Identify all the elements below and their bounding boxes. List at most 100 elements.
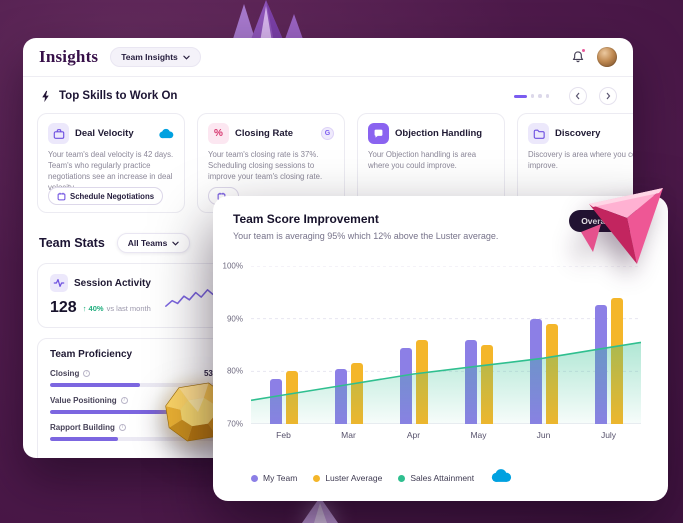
proficiency-row-rapport-building: Rapport Building i — [50, 423, 220, 441]
y-axis-label: 70% — [226, 419, 243, 429]
top-skills-header: Top Skills to Work On — [23, 77, 633, 113]
bar-my-team — [399, 348, 412, 424]
bar-my-team — [269, 379, 282, 424]
proficiency-label: Closing — [50, 369, 80, 378]
bar-luster-average — [610, 298, 623, 424]
bar-my-team — [464, 340, 477, 424]
skills-bolt-icon — [42, 90, 49, 102]
legend-dot — [251, 474, 258, 482]
x-axis-label: July — [600, 430, 617, 440]
skill-card-title: Discovery — [555, 128, 601, 139]
pagination-dot — [538, 94, 542, 98]
teams-filter[interactable]: All Teams — [116, 233, 191, 253]
top-skills-title: Top Skills to Work On — [59, 90, 178, 102]
up-arrow-icon: ↑ — [82, 303, 87, 313]
app-logo: Insights — [39, 47, 99, 66]
carousel-next-button[interactable] — [599, 87, 617, 105]
notification-dot — [581, 48, 586, 53]
overall-score-button[interactable]: Overall Score — [569, 210, 648, 232]
bar-luster-average — [350, 363, 363, 424]
header-divider — [23, 76, 633, 77]
gong-icon: G — [321, 127, 334, 140]
chevron-left-icon — [575, 92, 580, 100]
chart-gridlines — [251, 266, 641, 424]
session-activity-title: Session Activity — [74, 277, 151, 289]
bell-icon — [572, 51, 584, 63]
chevron-down-icon — [172, 241, 179, 246]
skill-card-title: Objection Handling — [395, 128, 483, 139]
window-header: Insights Team Insights — [23, 38, 633, 76]
skill-card-deal-velocity: Deal Velocity Your team's deal velocity … — [37, 113, 185, 213]
skill-card-description: Your team's closing rate is 37%. Schedul… — [208, 150, 323, 181]
session-activity-value: 128 — [50, 299, 77, 316]
bar-luster-average — [285, 371, 298, 424]
x-axis-label: May — [470, 430, 487, 440]
session-activity-card: Session Activity 128 ↑ 40% vs last month — [37, 263, 233, 328]
x-axis-label: Feb — [276, 430, 291, 440]
chart-xlabels: Feb Mar Apr May Jun July — [251, 430, 641, 442]
folder-icon — [528, 123, 549, 144]
progress-bar — [50, 383, 220, 387]
salesforce-icon — [158, 128, 174, 139]
proficiency-row-closing: Closing i 53% — [50, 369, 220, 387]
skill-card-title: Deal Velocity — [75, 128, 134, 139]
chevron-down-icon — [183, 55, 190, 60]
x-axis-label: Jun — [536, 430, 551, 440]
progress-bar — [50, 437, 220, 441]
chevron-right-icon — [606, 92, 611, 100]
bar-luster-average — [415, 340, 428, 424]
salesforce-icon — [490, 468, 512, 488]
workspace-selector[interactable]: Team Insights — [110, 47, 201, 67]
team-proficiency-card: Team Proficiency Closing i 53% Value Pos… — [37, 338, 233, 458]
score-card-subtitle: Your team is averaging 95% which 12% abo… — [233, 231, 499, 241]
calendar-icon — [57, 192, 66, 200]
delta-badge: ↑ 40% — [82, 303, 104, 313]
carousel-prev-button[interactable] — [569, 87, 587, 105]
bar-luster-average — [545, 324, 558, 424]
score-card-title: Team Score Improvement — [233, 212, 379, 226]
pagination-dot — [545, 94, 549, 98]
delta-caption: vs last month — [106, 303, 151, 313]
y-axis-label: 100% — [222, 261, 243, 271]
percent-icon: % — [208, 123, 229, 144]
skill-card-description: Your Objection handling is area where yo… — [368, 150, 477, 170]
team-stats-title: Team Stats — [39, 236, 105, 250]
y-axis-label: 90% — [226, 314, 243, 324]
session-sparkline — [164, 284, 222, 317]
y-axis-label: 80% — [226, 366, 243, 376]
legend-dot — [313, 474, 321, 482]
proficiency-row-value-positioning: Value Positioning i — [50, 396, 220, 414]
activity-pulse-icon — [50, 274, 68, 292]
schedule-negotiations-button[interactable]: Schedule Negotiations — [48, 187, 164, 205]
notifications-button[interactable] — [571, 48, 586, 64]
bar-my-team — [594, 305, 607, 424]
briefcase-icon — [48, 123, 69, 144]
legend-item-sales-attainment: Sales Attainment — [398, 473, 474, 483]
x-axis-label: Mar — [341, 430, 356, 440]
bar-my-team — [334, 369, 347, 424]
bar-luster-average — [480, 345, 493, 424]
info-icon[interactable]: i — [83, 370, 91, 377]
legend-item-my-team: My Team — [251, 473, 297, 483]
carousel-pagination — [513, 94, 549, 98]
info-icon[interactable]: i — [118, 424, 126, 431]
x-axis-label: Apr — [406, 430, 421, 440]
info-icon[interactable]: i — [120, 397, 128, 404]
chat-bubble-icon — [368, 123, 389, 144]
chart-ylabels: 70% 80% 90% 100% — [213, 262, 243, 429]
pagination-dot — [530, 94, 534, 98]
pagination-active-dash — [513, 94, 527, 98]
user-avatar[interactable] — [597, 47, 617, 67]
chart-legend: My Team Luster Average Sales Attainment — [251, 468, 512, 488]
legend-item-luster-average: Luster Average — [313, 473, 382, 483]
team-proficiency-title: Team Proficiency — [50, 349, 133, 360]
proficiency-label: Value Positioning — [50, 396, 117, 405]
workspace-label: Team Insights — [121, 52, 178, 62]
team-score-card: Team Score Improvement Your team is aver… — [213, 196, 668, 501]
bar-my-team — [529, 319, 542, 424]
proficiency-value: 53% — [203, 369, 220, 378]
progress-bar — [50, 410, 220, 414]
teams-filter-label: All Teams — [127, 238, 168, 248]
chart-plot — [251, 266, 641, 424]
